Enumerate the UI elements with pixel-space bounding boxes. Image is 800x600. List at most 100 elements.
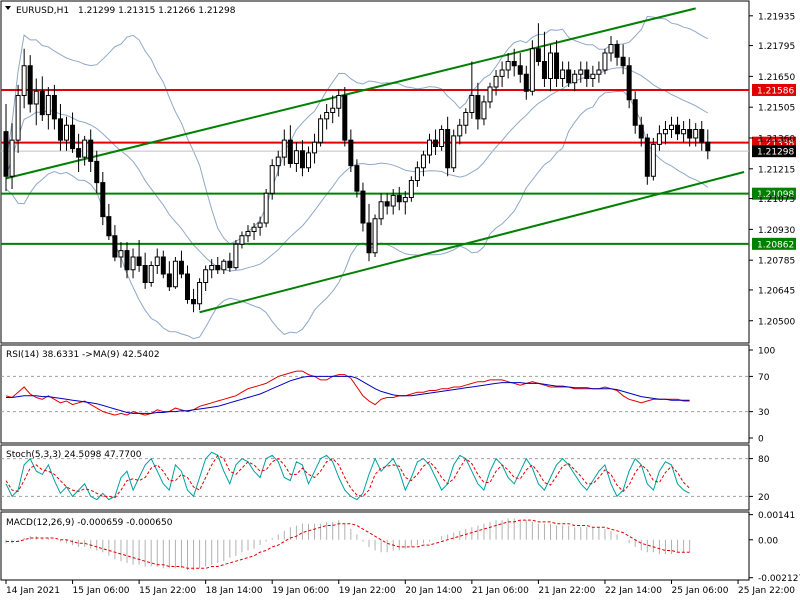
- macd-histogram: [5, 518, 691, 571]
- axis-tick-label: 80: [758, 455, 770, 465]
- candle: [21, 48, 27, 109]
- time-tick-label: 25 Jan 06:00: [672, 586, 729, 596]
- candle: [39, 76, 45, 121]
- candle: [45, 87, 51, 130]
- support-price-tag: [752, 237, 796, 250]
- stoch-lines: [5, 451, 690, 501]
- candle: [203, 265, 209, 291]
- current-price-tag: [752, 145, 796, 158]
- candle: [529, 40, 535, 96]
- candle: [493, 70, 499, 96]
- candle: [693, 123, 699, 147]
- candle: [662, 121, 668, 145]
- time-tick-label: 25 Jan 22:00: [738, 586, 795, 596]
- candle: [287, 125, 293, 168]
- candle: [420, 150, 426, 177]
- time-tick-label: 19 Jan 06:00: [272, 586, 329, 596]
- candle: [457, 118, 463, 145]
- candle: [699, 121, 705, 151]
- candle: [705, 129, 711, 160]
- resistance-price-tag: [752, 83, 796, 96]
- channel-upper-line[interactable]: [5, 7, 696, 180]
- candle: [191, 288, 197, 313]
- candle: [227, 252, 233, 272]
- candle: [148, 261, 154, 287]
- candle: [451, 129, 457, 172]
- candle: [608, 36, 614, 62]
- candle: [566, 61, 572, 87]
- candle: [239, 231, 245, 249]
- rsi-axis: 100 70 30 0: [749, 347, 775, 445]
- candle: [185, 265, 190, 304]
- candle: [166, 261, 172, 291]
- candle: [3, 104, 9, 192]
- candle: [687, 118, 693, 147]
- macd-label: MACD(12,26,9) -0.000659 -0.000650: [6, 518, 173, 528]
- support-price-tag-label: 1.21098: [757, 190, 794, 200]
- candle: [118, 242, 124, 268]
- candle: [499, 61, 505, 87]
- rsi-pane: 100 70 30 0 RSI(14) 38.6331 ->MA(9) 42.5402: [0, 344, 775, 445]
- candle: [64, 116, 69, 151]
- price-tick-label: 1.21075: [758, 195, 795, 205]
- candle: [215, 257, 221, 274]
- time-tick-label: 22 Jan 14:00: [605, 586, 662, 596]
- axis-tick-label: 100: [758, 347, 775, 357]
- candle: [299, 140, 305, 177]
- candle: [154, 248, 160, 274]
- candle: [439, 125, 445, 151]
- candle: [433, 129, 439, 155]
- candle: [82, 135, 88, 166]
- candle: [330, 95, 336, 124]
- candle: [445, 116, 451, 177]
- candle: [130, 248, 136, 279]
- candle: [481, 95, 487, 126]
- candle: [172, 257, 178, 289]
- candle: [675, 116, 681, 141]
- candle: [281, 129, 287, 166]
- candle: [511, 48, 517, 77]
- bollinger-upper: [5, 15, 709, 245]
- candle: [384, 193, 390, 215]
- axis-tick-label: 30: [758, 408, 770, 418]
- candle: [463, 108, 469, 134]
- rsi-grid: [1, 375, 749, 413]
- candle: [650, 138, 656, 181]
- price-pane-frame: [0, 0, 750, 344]
- stoch-label: Stoch(5,3,3) 24.5098 47.7700: [6, 450, 142, 460]
- time-tick-label: 21 Jan 06:00: [472, 586, 529, 596]
- stoch-main-line: [5, 451, 690, 501]
- rsi-label: RSI(14) 38.6331 ->MA(9) 42.5402: [6, 350, 160, 360]
- stoch-pane: 80 20 Stoch(5,3,3) 24.5098 47.7700: [0, 444, 770, 511]
- current-price-tag-label: 1.21298: [757, 148, 794, 158]
- price-axis: 1.21935 1.21795 1.21650 1.21505 1.21360 1.212…: [749, 12, 795, 327]
- rsi-lines: [5, 370, 690, 416]
- candle: [88, 129, 94, 172]
- candle: [523, 65, 529, 100]
- candle: [475, 82, 481, 130]
- candle: [293, 142, 299, 172]
- candle: [245, 225, 251, 243]
- axis-tick-label: -0.002127: [758, 574, 800, 584]
- candle: [27, 55, 33, 113]
- collapse-triangle-icon[interactable]: [5, 6, 11, 10]
- candle: [70, 112, 76, 153]
- candle: [306, 146, 311, 172]
- candle: [233, 240, 239, 270]
- candle: [535, 23, 541, 66]
- candle: [372, 214, 378, 257]
- candle: [560, 61, 566, 87]
- candle: [348, 129, 354, 172]
- channel-lower-line[interactable]: [199, 171, 745, 314]
- trend-channel: [5, 7, 745, 314]
- macd-signal-line: [6, 519, 690, 569]
- candle: [15, 84, 21, 153]
- candle: [602, 48, 608, 75]
- candle: [644, 133, 650, 185]
- candle: [51, 84, 57, 130]
- candle: [632, 91, 638, 134]
- price-tick-label: 1.20500: [758, 317, 795, 327]
- time-tick-label: 18 Jan 14:00: [206, 586, 263, 596]
- axis-tick-label: 0.00: [758, 536, 778, 546]
